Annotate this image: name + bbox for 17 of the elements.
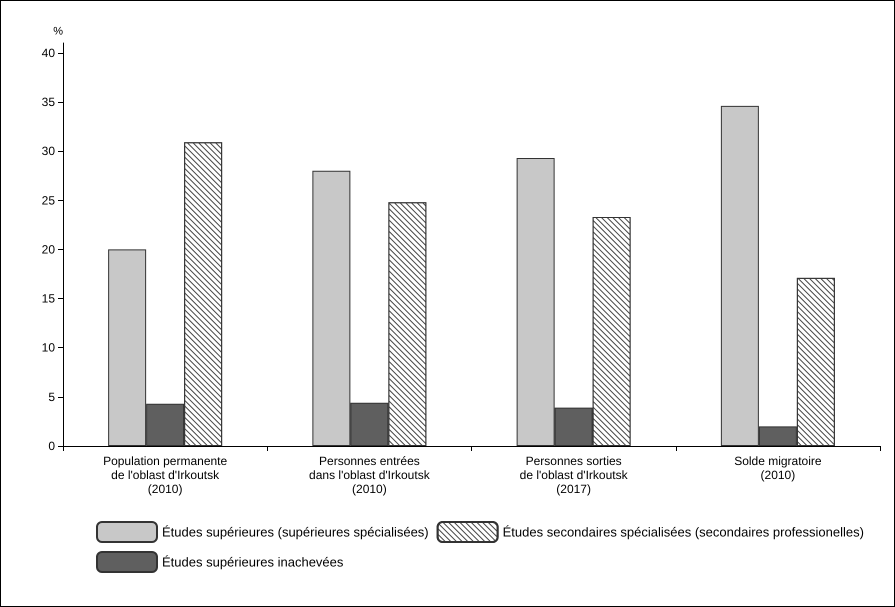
x-tick-label: Population permanente de l'oblast d'Irkoutsk (2010) <box>103 454 228 496</box>
y-axis-title: % <box>53 26 64 38</box>
legend-label: Études supérieures (supérieures spécialisées) <box>162 524 429 540</box>
legend-label: Études supérieures inachevées <box>162 554 344 570</box>
y-tick-label: 15 <box>42 292 56 306</box>
x-tick-label: Personnes entrées dans l'oblast d'Irkoutsk (2010) <box>309 454 431 496</box>
x-tick-label: Personnes sorties de l'oblast d'Irkoutsk (2017) <box>520 454 629 496</box>
y-tick-label: 25 <box>42 193 56 208</box>
y-tick-label: 5 <box>48 390 56 404</box>
legend-label: Études secondaires spécialisées (secondaires professionelles) <box>502 524 864 540</box>
x-tick-label: Solde migratoire (2010) <box>734 454 822 482</box>
y-tick-label: 20 <box>42 242 56 256</box>
y-tick-label: 35 <box>42 94 56 109</box>
y-tick-label: 10 <box>42 340 56 355</box>
y-tick-label: 40 <box>42 46 56 60</box>
y-tick-label: 0 <box>48 439 56 453</box>
y-tick-label: 30 <box>42 144 56 158</box>
